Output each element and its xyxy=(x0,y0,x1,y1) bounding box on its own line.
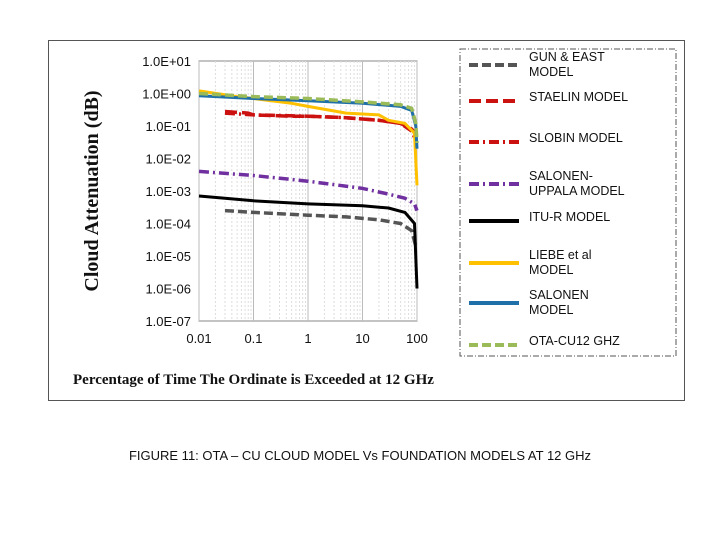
legend-label: GUN & EAST MODEL xyxy=(529,50,605,79)
legend-label: LIEBE et al MODEL xyxy=(529,248,592,277)
y-axis-title: Cloud Attenuation (dB) xyxy=(81,90,103,291)
series-line xyxy=(198,169,419,212)
series-lines xyxy=(198,89,419,289)
y-tick-label: 1.0E+00 xyxy=(142,87,191,102)
x-axis-title: Percentage of Time The Ordinate is Excee… xyxy=(73,372,434,388)
x-tick-label: 0.1 xyxy=(244,331,262,346)
legend-label: ITU-R MODEL xyxy=(529,210,610,224)
y-tick-label: 1.0E-04 xyxy=(145,217,191,232)
series-line xyxy=(224,208,418,247)
x-tick-labels: 0.01 0.1 1 10 100 xyxy=(186,331,428,346)
series-line xyxy=(198,194,419,289)
y-tick-label: 1.0E-06 xyxy=(145,282,191,297)
legend-frame xyxy=(459,48,677,357)
y-tick-labels: 1.0E+01 1.0E+00 1.0E-01 1.0E-02 1.0E-03 1.0E-… xyxy=(142,54,191,329)
cloud-attenuation-chart: 0.01 0.1 1 10 100 1.0E+01 1.0E+00 1.0E-01 1.0E-… xyxy=(73,48,677,388)
y-tick-label: 1.0E+01 xyxy=(142,54,191,69)
series-line xyxy=(198,91,419,144)
figure-caption: FIGURE 11: OTA – CU CLOUD MODEL Vs FOUND… xyxy=(128,448,592,463)
legend-label: SLOBIN MODEL xyxy=(529,131,623,145)
legend-label: OTA-CU12 GHZ xyxy=(529,334,620,348)
y-tick-label: 1.0E-07 xyxy=(145,314,191,329)
y-tick-label: 1.0E-02 xyxy=(145,152,191,167)
y-tick-label: 1.0E-01 xyxy=(145,119,191,134)
legend-label: SALONEN MODEL xyxy=(529,288,589,317)
legend: GUN & EAST MODEL STAELIN MODEL SLOBIN MODEL… xyxy=(469,50,628,348)
y-tick-label: 1.0E-03 xyxy=(145,184,191,199)
x-tick-label: 1 xyxy=(304,331,311,346)
x-tick-label: 100 xyxy=(406,331,428,346)
figure-frame: 0.01 0.1 1 10 100 1.0E+01 1.0E+00 1.0E-01 1.0E-… xyxy=(48,40,685,401)
legend-label: STAELIN MODEL xyxy=(529,90,628,104)
y-tick-label: 1.0E-05 xyxy=(145,249,191,264)
legend-label: SALONEN-UPPALA MODEL xyxy=(529,169,625,198)
x-tick-label: 10 xyxy=(355,331,369,346)
x-tick-label: 0.01 xyxy=(186,331,211,346)
